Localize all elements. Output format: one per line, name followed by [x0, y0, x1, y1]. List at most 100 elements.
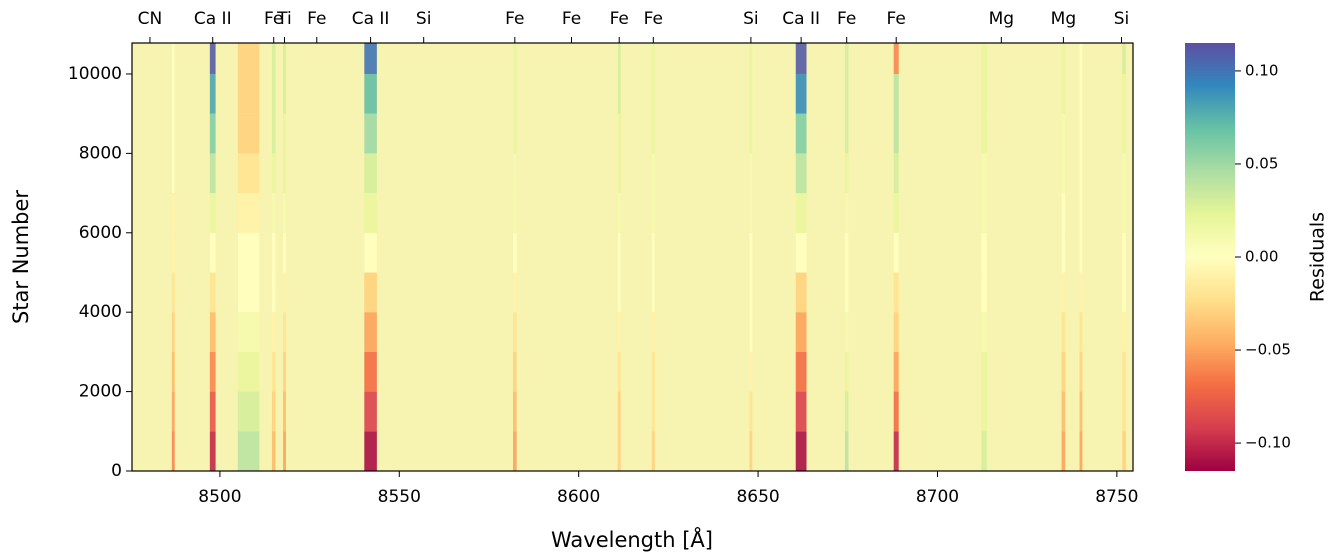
heatmap-cell [981, 73, 987, 114]
heatmap-cell [1079, 113, 1083, 154]
colorbar [1185, 43, 1235, 471]
x-tick-label: 8750 [1095, 487, 1138, 507]
heatmap-cell [651, 272, 655, 313]
heatmap-cell [893, 272, 899, 313]
heatmap-cell [981, 232, 987, 273]
line-label: CN [138, 9, 163, 29]
heatmap-cell [364, 232, 377, 273]
heatmap-cell [749, 272, 753, 313]
heatmap-cell [1061, 232, 1066, 273]
heatmap-cell [283, 113, 286, 154]
heatmap-cell [364, 391, 377, 432]
heatmap-cell [364, 153, 377, 194]
x-tick-label: 8650 [736, 487, 779, 507]
heatmap-cell [617, 431, 621, 471]
heatmap-cell [1122, 272, 1126, 313]
line-label: Ca II [194, 9, 232, 29]
heatmap-cell [513, 391, 517, 432]
heatmap-cell [209, 113, 216, 154]
heatmap-cell [283, 232, 286, 273]
colorbar-tick-label: 0.05 [1245, 154, 1278, 172]
heatmap-cell [171, 351, 175, 392]
heatmap-cell [237, 232, 260, 273]
heatmap-cell [283, 431, 286, 471]
heatmap-cell [844, 73, 849, 114]
y-axis-label: Star Number [9, 190, 33, 324]
colorbar-label: Residuals [1307, 212, 1329, 302]
heatmap-cell [364, 351, 377, 392]
heatmap-cell [237, 351, 260, 392]
heatmap-cell [283, 351, 286, 392]
heatmap-cell [1079, 312, 1083, 352]
heatmap-cell [749, 153, 753, 194]
heatmap-cell [283, 193, 286, 233]
heatmap-cell [209, 391, 216, 432]
heatmap-cell [513, 312, 517, 352]
heatmap-cell [283, 312, 286, 352]
heatmap-cell [893, 43, 899, 74]
heatmap-cell [1079, 43, 1083, 74]
heatmap-cell [617, 153, 621, 194]
heatmap-cell [171, 232, 175, 273]
heatmap-cell [795, 312, 807, 352]
heatmap-cell [209, 193, 216, 233]
heatmap-cell [237, 153, 260, 194]
heatmap-cell [617, 193, 621, 233]
line-label: Mg [989, 9, 1014, 29]
heatmap-cell [283, 43, 286, 74]
heatmap-cell [795, 232, 807, 273]
line-label: Ca II [782, 9, 820, 29]
y-tick-label: 10000 [68, 64, 122, 84]
heatmap-cell [364, 272, 377, 313]
heatmap-cell [513, 43, 517, 74]
x-tick-label: 8500 [198, 487, 241, 507]
heatmap-cell [1061, 113, 1066, 154]
heatmap-cell [1061, 272, 1066, 313]
heatmap-cell [1079, 193, 1083, 233]
heatmap-cell [651, 312, 655, 352]
heatmap-cell [364, 193, 377, 233]
heatmap-cell [237, 43, 260, 74]
heatmap-cell [749, 312, 753, 352]
y-tick-label: 2000 [79, 382, 122, 402]
heatmap-cell [795, 73, 807, 114]
heatmap-cell [981, 153, 987, 194]
heatmap-cell [893, 391, 899, 432]
heatmap-cell [893, 312, 899, 352]
heatmap-cell [271, 431, 276, 471]
heatmap-cell [364, 43, 377, 74]
heatmap-cell [844, 43, 849, 74]
heatmap-cell [513, 351, 517, 392]
heatmap-cell [795, 351, 807, 392]
line-label: Fe [837, 9, 856, 29]
heatmap-cell [171, 193, 175, 233]
heatmap-cell [209, 272, 216, 313]
heatmap-cell [1061, 351, 1066, 392]
heatmap-cell [981, 351, 987, 392]
heatmap-cell [981, 431, 987, 471]
heatmap-cell [209, 431, 216, 471]
heatmap-cell [617, 391, 621, 432]
heatmap-cell [237, 431, 260, 471]
line-label: Ti [276, 9, 292, 29]
y-tick-label: 8000 [79, 143, 122, 163]
x-tick-label: 8700 [916, 487, 959, 507]
x-tick-label: 8600 [557, 487, 600, 507]
line-label: Fe [264, 9, 283, 29]
heatmap-cell [749, 113, 753, 154]
heatmap-cell [237, 272, 260, 313]
heatmap-cell [513, 431, 517, 471]
heatmap-cell [271, 391, 276, 432]
heatmap-cell [795, 153, 807, 194]
heatmap-cell [271, 193, 276, 233]
heatmap-cell [1061, 73, 1066, 114]
heatmap-cell [617, 113, 621, 154]
heatmap-cell [749, 351, 753, 392]
heatmap-cell [1061, 153, 1066, 194]
heatmap-cell [844, 153, 849, 194]
heatmap-cell [617, 272, 621, 313]
heatmap-cell [513, 113, 517, 154]
heatmap-cell [1061, 312, 1066, 352]
heatmap-cell [893, 113, 899, 154]
heatmap-cell [1061, 391, 1066, 432]
